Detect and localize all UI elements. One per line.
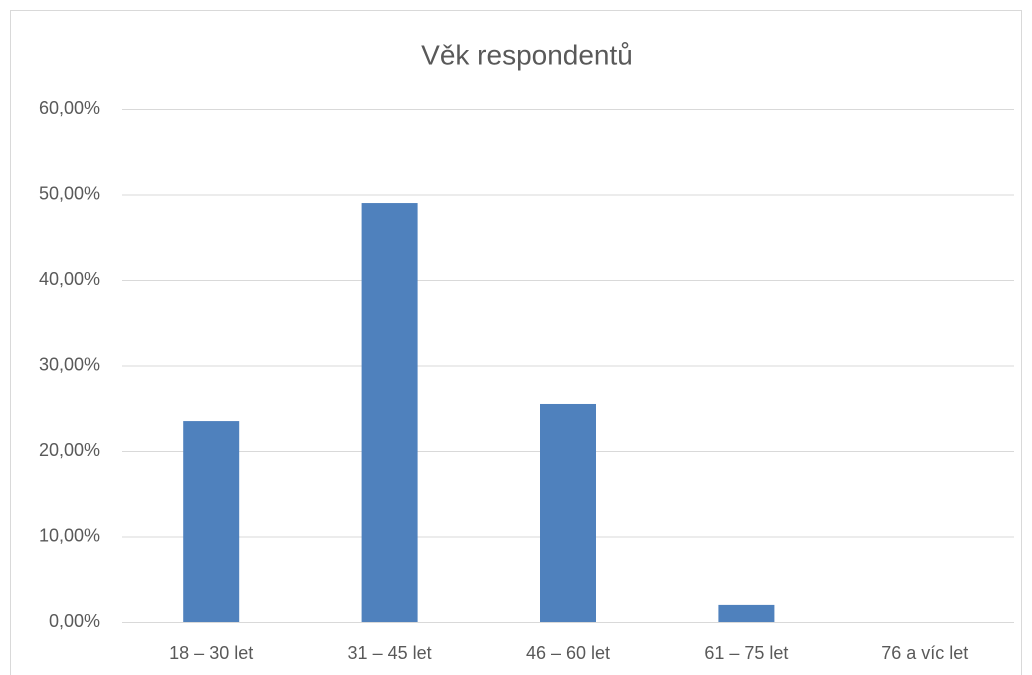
y-tick-label: 20,00% xyxy=(39,440,100,460)
bar xyxy=(361,203,418,623)
bar xyxy=(718,604,775,622)
x-tick-label: 46 – 60 let xyxy=(526,643,610,663)
chart-border xyxy=(10,10,1022,675)
y-tick-label: 60,00% xyxy=(39,98,100,118)
y-tick-label: 30,00% xyxy=(39,354,100,374)
y-tick-label: 0,00% xyxy=(49,611,100,631)
chart-title: Věk respondentů xyxy=(421,39,633,70)
x-tick-label: 61 – 75 let xyxy=(704,643,788,663)
bar xyxy=(540,403,596,622)
y-tick-label: 10,00% xyxy=(39,525,100,545)
y-tick-label: 50,00% xyxy=(39,183,100,203)
y-tick-label: 40,00% xyxy=(39,269,100,289)
x-tick-label: 76 a víc let xyxy=(881,643,968,663)
x-tick-label: 18 – 30 let xyxy=(169,643,253,663)
bar xyxy=(183,421,240,622)
x-tick-label: 31 – 45 let xyxy=(348,643,432,663)
